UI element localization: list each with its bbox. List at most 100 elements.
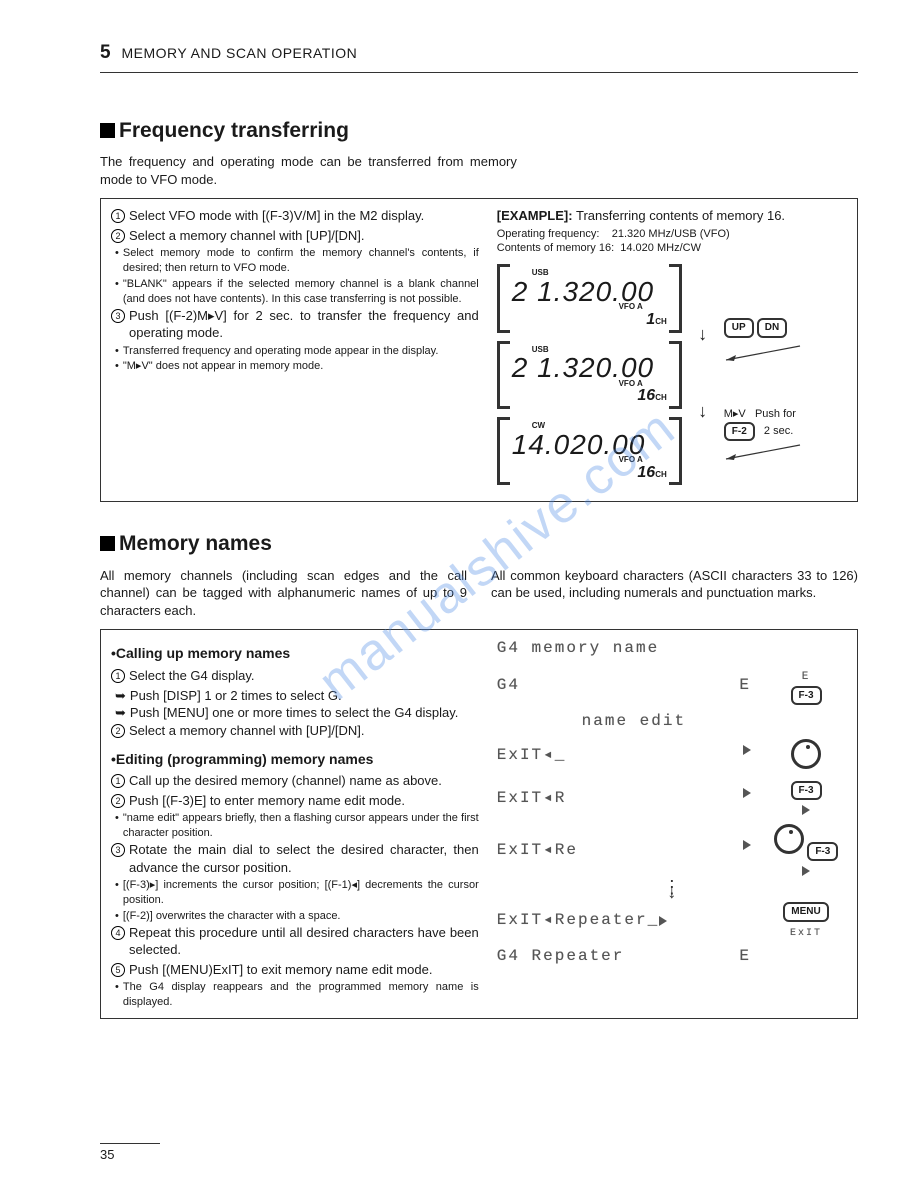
step-marker: 1 bbox=[111, 669, 125, 683]
example-line1-val: 21.320 MHz/USB (VFO) bbox=[612, 228, 730, 240]
lcd3-freq: 14.020.00 bbox=[512, 432, 671, 457]
lcd2-freq: 2 1.320.00 bbox=[512, 355, 671, 380]
step2b-text: "BLANK" appears if the selected memory c… bbox=[123, 277, 479, 307]
square-bullet-icon bbox=[100, 123, 115, 138]
e-s3a: [(F-3)▸] increments the cursor position;… bbox=[123, 878, 479, 908]
c-s2: Select a memory channel with [UP]/[DN]. bbox=[129, 722, 479, 740]
step-marker: 1 bbox=[111, 209, 125, 223]
e-s1: Call up the desired memory (channel) nam… bbox=[129, 772, 479, 790]
menu-button[interactable]: MENU bbox=[783, 902, 828, 922]
mv-label: M▸V bbox=[724, 408, 746, 420]
step-marker: 2 bbox=[111, 229, 125, 243]
section1-steps: 1 Select VFO mode with [(F-3)V/M] in the … bbox=[111, 207, 479, 493]
e-s3: Rotate the main dial to select the desir… bbox=[129, 841, 479, 876]
section2-title: Memory names bbox=[100, 530, 858, 558]
example-line2-val: 14.020 MHz/CW bbox=[620, 242, 701, 254]
push-for-label: Push for bbox=[755, 408, 796, 420]
dm-row3: name edit bbox=[497, 711, 771, 733]
step-marker: 5 bbox=[111, 963, 125, 977]
page-number: 35 bbox=[100, 1147, 114, 1162]
cursor-right-icon bbox=[743, 745, 751, 755]
section2-box: •Calling up memory names 1Select the G4 … bbox=[100, 629, 858, 1019]
cursor-right-icon bbox=[743, 840, 751, 850]
dm-row8: G4 Repeater bbox=[497, 947, 625, 965]
lcd3-ch: 16 bbox=[637, 464, 655, 481]
cursor-right-icon bbox=[802, 866, 810, 876]
example-line2-label: Contents of memory 16: bbox=[497, 242, 614, 254]
step-marker: 2 bbox=[111, 724, 125, 738]
section2-left: •Calling up memory names 1Select the G4 … bbox=[111, 638, 479, 1010]
e-s5a: The G4 display reappears and the program… bbox=[123, 980, 479, 1010]
f3-button[interactable]: F-3 bbox=[791, 686, 822, 706]
lcd1-ch: 1 bbox=[646, 311, 655, 328]
f3-button[interactable]: F-3 bbox=[791, 781, 822, 801]
e-s5: Push [(MENU)ExIT] to exit memory name ed… bbox=[129, 961, 479, 979]
step-marker: 1 bbox=[111, 774, 125, 788]
example-heading: Transferring contents of memory 16. bbox=[576, 208, 785, 223]
e-s2: Push [(F-3)E] to enter memory name edit … bbox=[129, 792, 479, 810]
exit-label: ExIT bbox=[790, 928, 822, 939]
square-bullet-icon bbox=[100, 536, 115, 551]
step-marker: 2 bbox=[111, 794, 125, 808]
dn-button[interactable]: DN bbox=[757, 318, 787, 338]
section1-title: Frequency transferring bbox=[100, 117, 858, 145]
editing-head: Editing (programming) memory names bbox=[116, 751, 373, 767]
cursor-right-icon bbox=[659, 916, 667, 926]
e-icon: E bbox=[739, 675, 751, 697]
e-s2a: "name edit" appears briefly, then a flas… bbox=[123, 811, 479, 841]
chapter-title: MEMORY AND SCAN OPERATION bbox=[121, 45, 357, 61]
lcd1-freq: 2 1.320.00 bbox=[512, 279, 671, 304]
page-number-area: 35 bbox=[100, 1143, 160, 1164]
chapter-header: 5 MEMORY AND SCAN OPERATION bbox=[100, 40, 858, 66]
arrow-down-icon: ↓ bbox=[690, 399, 716, 423]
chapter-number: 5 bbox=[100, 42, 111, 63]
flash-line-icon bbox=[724, 342, 804, 364]
header-rule bbox=[100, 72, 858, 73]
section2-intro-right: All common keyboard characters (ASCII ch… bbox=[491, 567, 858, 620]
step1-text: Select VFO mode with [(F-3)V/M] in the M… bbox=[129, 207, 479, 225]
arrow-down-icon: ↓ bbox=[690, 322, 716, 346]
cursor-right-icon bbox=[802, 805, 810, 815]
lcd2-ch: 16 bbox=[637, 387, 655, 404]
example-label: [EXAMPLE]: bbox=[497, 208, 573, 223]
lcd-panel-2: USB 2 1.320.00 VFO A 16CH bbox=[497, 341, 682, 409]
section1-intro: The frequency and operating mode can be … bbox=[100, 153, 517, 188]
section2-right: G4 memory name G4 E E F-3 name edit ExIT… bbox=[497, 638, 847, 1010]
e-label: E bbox=[802, 671, 811, 683]
example-line1-label: Operating frequency: bbox=[497, 228, 600, 240]
c-s1a: Push [DISP] 1 or 2 times to select G. bbox=[130, 687, 342, 705]
section2-intro-left: All memory channels (including scan edge… bbox=[100, 567, 467, 620]
dm-row4: ExIT◂_ bbox=[497, 746, 567, 764]
c-s1b: Push [MENU] one or more times to select … bbox=[130, 704, 459, 722]
dm-row6: ExIT◂Re bbox=[497, 841, 578, 859]
vertical-dots-icon: ⋮↓ bbox=[497, 885, 847, 896]
section2-intro: All memory channels (including scan edge… bbox=[100, 567, 858, 620]
calling-head: Calling up memory names bbox=[116, 645, 290, 661]
lcd-panel-3: CW 14.020.00 VFO A 16CH bbox=[497, 417, 682, 485]
e-s4: Repeat this procedure until all desired … bbox=[129, 924, 479, 959]
c-s1: Select the G4 display. bbox=[129, 667, 479, 685]
step2-text: Select a memory channel with [UP]/[DN]. bbox=[129, 227, 479, 245]
step2a-text: Select memory mode to confirm the memory… bbox=[123, 246, 479, 276]
dm-row7: ExIT◂Repeater_ bbox=[497, 911, 659, 929]
f3-button[interactable]: F-3 bbox=[807, 842, 838, 862]
cursor-right-icon bbox=[743, 788, 751, 798]
dm-row5: ExIT◂R bbox=[497, 789, 567, 807]
dial-icon[interactable] bbox=[791, 739, 821, 769]
flash-line-icon bbox=[724, 441, 804, 463]
up-button[interactable]: UP bbox=[724, 318, 754, 338]
step-marker: 3 bbox=[111, 843, 125, 857]
section1-example: [EXAMPLE]: Transferring contents of memo… bbox=[497, 207, 847, 493]
section1-box: 1 Select VFO mode with [(F-3)V/M] in the … bbox=[100, 198, 858, 502]
duration-label: 2 sec. bbox=[764, 425, 793, 437]
step3a-text: Transferred frequency and operating mode… bbox=[123, 344, 439, 359]
lcd-panel-1: USB 2 1.320.00 VFO A 1CH bbox=[497, 264, 682, 332]
f2-button[interactable]: F-2 bbox=[724, 422, 755, 442]
dm-row2: G4 bbox=[497, 676, 520, 694]
dial-icon[interactable] bbox=[774, 824, 804, 854]
step-marker: 4 bbox=[111, 926, 125, 940]
step3b-text: "M▸V" does not appear in memory mode. bbox=[123, 359, 323, 374]
e-icon: E bbox=[739, 946, 751, 968]
e-s3b: [(F-2)] overwrites the character with a … bbox=[123, 909, 341, 924]
step3-text: Push [(F-2)M▸V] for 2 sec. to transfer t… bbox=[129, 307, 479, 342]
